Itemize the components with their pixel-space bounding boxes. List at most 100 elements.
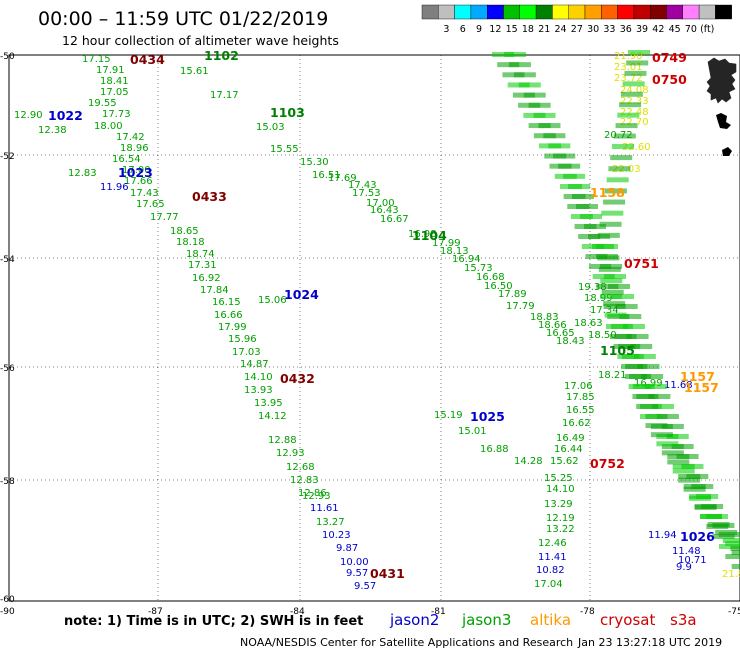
swh-value: 16.55 [566, 405, 595, 416]
swh-value: 12.68 [286, 462, 315, 473]
swh-value: 10.00 [340, 557, 369, 568]
dense-track-mark [492, 52, 514, 57]
dense-track-mark [689, 495, 712, 501]
swh-value: 11.68 [664, 380, 693, 391]
dense-track-mark [507, 82, 530, 88]
swh-value: 17.84 [200, 285, 229, 296]
swh-value: 9.87 [336, 543, 358, 554]
dense-track-mark [609, 334, 632, 339]
pass-id-label: 1103 [270, 105, 305, 120]
dense-track-mark [601, 210, 624, 216]
swh-value: 16.66 [214, 310, 243, 321]
dense-track-mark [636, 404, 659, 409]
swh-value: 14.12 [258, 411, 287, 422]
dense-track-mark [615, 123, 638, 129]
dense-track-mark [543, 133, 566, 139]
swh-value: 17.91 [96, 65, 125, 76]
swh-value: 16.51 [312, 170, 341, 181]
swh-value: 18.74 [186, 249, 215, 260]
swh-value: 16.98 [408, 229, 437, 240]
dense-track-mark [619, 102, 642, 108]
dense-track-mark [504, 52, 526, 57]
swh-value: 17.06 [564, 381, 593, 392]
dense-track-mark [621, 364, 644, 369]
pass-id-label: 0431 [370, 566, 405, 581]
dense-track-mark [652, 404, 674, 409]
footer-timestamp: Jan 23 13:27:18 UTC 2019 [577, 636, 722, 649]
swh-value: 18.21 [598, 370, 627, 381]
color-swatch [438, 4, 455, 20]
swh-value: 12.88 [268, 435, 297, 446]
dense-track-mark [683, 486, 706, 492]
swh-value: 17.79 [506, 301, 535, 312]
swh-value: 11.94 [648, 530, 677, 541]
swh-value: 15.73 [464, 263, 493, 274]
axis-labels: -50 -52 -54 -56 -58 -60 -90 -87 -84 -81 -78 -75 [0, 52, 740, 617]
mission-jason3: jason3 [461, 611, 511, 629]
color-swatch [519, 4, 537, 20]
swh-value: 9.9 [676, 562, 692, 573]
dense-track-mark [661, 424, 684, 429]
color-swatch [421, 4, 439, 20]
swh-value: 17.69 [328, 173, 357, 184]
dense-track-mark [707, 522, 730, 527]
color-scale-label: (ft) [700, 24, 714, 35]
dense-track-mark [632, 394, 655, 399]
swh-value: 18.18 [176, 237, 205, 248]
longitude-label: -84 [290, 607, 305, 617]
map-subtitle: 12 hour collection of altimeter wave hei… [62, 33, 339, 48]
dense-track-mark [656, 441, 679, 447]
coastline-fragment-b [716, 113, 731, 129]
swh-value: 16.94 [452, 254, 481, 265]
dense-track-mark [600, 294, 622, 299]
dense-track-mark [622, 324, 645, 329]
swh-value: 13.22 [546, 524, 575, 535]
swh-value: 16.15 [212, 297, 241, 308]
swh-value: 16.88 [480, 444, 509, 455]
pass-id-label: 1158 [590, 185, 625, 200]
swh-value: 11.61 [310, 503, 339, 514]
dense-track-mark [558, 163, 581, 169]
latitude-label: -58 [0, 477, 15, 487]
swh-value: 16.54 [112, 154, 141, 165]
swh-value: 17.53 [352, 188, 381, 199]
swh-value: 17.00 [122, 165, 151, 176]
dense-track-mark [613, 133, 636, 139]
swh-value: 11.96 [100, 182, 129, 193]
swh-value: 18.65 [170, 226, 199, 237]
swh-value: 16.44 [554, 444, 583, 455]
mission-cryosat: cryosat [600, 611, 655, 629]
color-scale-label: 39 [636, 24, 648, 35]
dense-track-mark [596, 244, 618, 249]
dense-track-mark [626, 60, 649, 66]
swh-value: 18.50 [588, 330, 617, 341]
dense-track-mark [678, 477, 701, 483]
dense-track-mark [603, 301, 626, 307]
swh-value: 17.31 [188, 260, 217, 271]
latitude-label: -56 [0, 364, 15, 374]
dense-track-mark [719, 544, 740, 549]
swh-value: 18.00 [94, 121, 123, 132]
coastline-fragment-a [706, 57, 737, 104]
dense-track-mark [725, 554, 740, 559]
longitude-label: -81 [431, 607, 446, 617]
swh-value: 16.67 [380, 214, 409, 225]
dense-track-mark [600, 264, 622, 269]
dense-track-mark [580, 214, 602, 219]
color-scale-label: 36 [620, 24, 632, 35]
swh-value: 9.57 [346, 568, 368, 579]
swh-value: 24.08 [620, 85, 649, 96]
dense-track-mark [604, 274, 626, 279]
color-scale-label: 15 [506, 24, 518, 35]
dense-track-mark [596, 284, 619, 289]
swh-value: 17.17 [210, 90, 239, 101]
swh-value: 13.95 [254, 398, 283, 409]
wave-height-observations: 17.1517.9118.4117.0519.5517.7318.0017.42… [14, 50, 740, 592]
swh-value: 12.83 [290, 475, 319, 486]
swh-value: 12.93 [302, 491, 331, 502]
swh-value: 17.43 [130, 188, 159, 199]
color-swatch [601, 4, 618, 20]
color-scale-label: 21 [538, 24, 550, 35]
swh-value: 10.82 [536, 565, 565, 576]
swh-value: 15.30 [300, 157, 329, 168]
